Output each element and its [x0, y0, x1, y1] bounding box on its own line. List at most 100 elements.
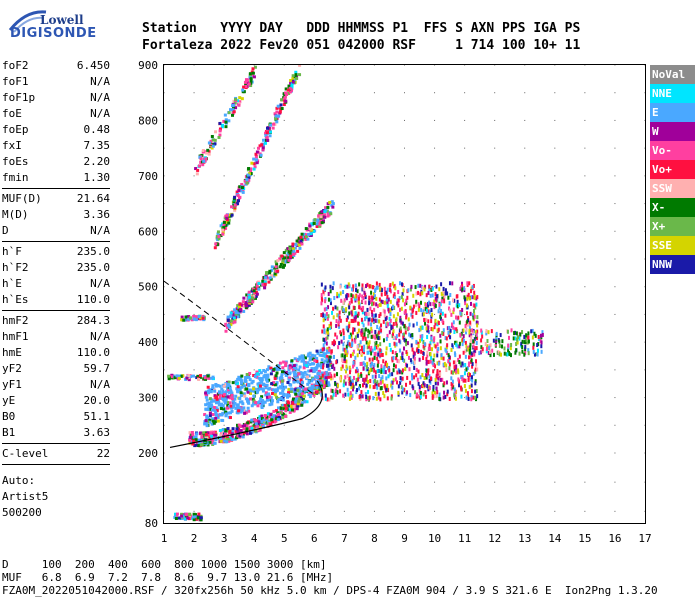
- echo-point: [541, 332, 544, 337]
- echo-point: [327, 383, 331, 387]
- echo-point: [224, 397, 228, 401]
- echo-point: [188, 431, 192, 435]
- grid-dot: [253, 510, 255, 512]
- echo-point: [360, 373, 363, 378]
- echo-point: [224, 125, 228, 129]
- echo-point: [315, 224, 319, 228]
- echo-point: [204, 422, 208, 426]
- echo-point: [341, 364, 344, 369]
- echo-point: [224, 382, 228, 386]
- echo-point: [468, 333, 471, 338]
- echo-point: [204, 157, 208, 161]
- echo-point: [420, 308, 423, 313]
- echo-point: [376, 324, 379, 329]
- param-value: 22: [96, 447, 110, 460]
- echo-point: [236, 315, 240, 319]
- echo-point: [388, 316, 391, 321]
- grid-dot: [193, 313, 195, 315]
- echo-point: [501, 339, 504, 344]
- echo-point: [370, 326, 373, 331]
- grid-dot: [313, 510, 315, 512]
- echo-point: [427, 290, 430, 295]
- echo-point: [309, 232, 313, 236]
- echo-point: [322, 376, 326, 380]
- echo-point: [276, 269, 280, 273]
- echo-point: [312, 221, 316, 225]
- echo-point: [313, 386, 317, 390]
- grid-dot: [373, 65, 375, 66]
- echo-point: [417, 369, 420, 374]
- echo-point: [373, 294, 376, 299]
- echo-point: [210, 422, 214, 426]
- grid-dot: [584, 258, 586, 260]
- echo-point: [230, 213, 234, 217]
- grid-dot: [193, 369, 195, 371]
- grid-dot: [554, 119, 556, 121]
- echo-point: [369, 306, 372, 311]
- echo-point: [438, 302, 441, 307]
- grid-dot: [313, 65, 315, 66]
- grid-dot: [373, 258, 375, 260]
- echo-point: [269, 412, 273, 416]
- x-tick-label: 10: [428, 532, 441, 545]
- echo-point: [277, 364, 281, 368]
- grid-dot: [614, 313, 616, 315]
- echo-point: [266, 422, 270, 426]
- echo-point: [188, 316, 192, 320]
- echo-point: [470, 375, 473, 380]
- y-tick-label: 900: [138, 59, 158, 72]
- echo-point: [472, 395, 475, 400]
- echo-point: [320, 384, 324, 388]
- legend-item-x-minus: X-: [650, 198, 695, 217]
- echo-point: [193, 435, 197, 439]
- station-header: Station YYYY DAY DDD HHMMSS P1 FFS S AXN…: [142, 20, 580, 54]
- echo-point: [245, 427, 249, 431]
- echo-point: [445, 380, 448, 385]
- echo-point: [445, 349, 448, 354]
- echo-point: [231, 427, 235, 431]
- echo-point: [369, 367, 372, 372]
- echo-point: [249, 79, 253, 83]
- echo-point: [455, 303, 458, 308]
- grid-dot: [434, 175, 436, 177]
- echo-point: [409, 380, 412, 385]
- echo-point: [367, 328, 370, 333]
- echo-point: [295, 239, 299, 243]
- echo-point: [399, 281, 402, 286]
- echo-point: [208, 397, 212, 401]
- echo-point: [457, 377, 460, 382]
- echo-point: [537, 335, 540, 340]
- grid-dot: [464, 230, 466, 232]
- echo-point: [251, 300, 255, 304]
- echo-point: [315, 349, 319, 353]
- echo-point: [412, 308, 415, 313]
- echo-point: [194, 513, 198, 517]
- echo-point: [377, 382, 380, 387]
- echo-point: [401, 368, 404, 373]
- param-name: fxI: [2, 139, 22, 152]
- auto-label: Auto:: [2, 474, 36, 487]
- echo-point: [236, 199, 240, 203]
- grid-dot: [494, 510, 496, 512]
- grid-dot: [223, 147, 225, 149]
- echo-point: [295, 243, 299, 247]
- echo-point: [391, 356, 394, 361]
- echo-point: [470, 395, 473, 400]
- echo-point: [241, 435, 245, 439]
- echo-point: [289, 254, 293, 258]
- echo-point: [253, 165, 257, 169]
- echo-point: [409, 393, 412, 398]
- echo-point: [317, 375, 321, 379]
- echo-point: [298, 398, 302, 402]
- grid-dot: [464, 258, 466, 260]
- echo-point: [215, 397, 219, 401]
- echo-point: [473, 303, 476, 308]
- echo-point: [435, 284, 438, 289]
- echo-point: [443, 299, 446, 304]
- echo-point: [488, 349, 491, 354]
- echo-point: [281, 398, 285, 402]
- echo-point: [362, 347, 365, 352]
- echo-point: [261, 144, 265, 148]
- echo-point: [226, 411, 230, 415]
- echo-point: [250, 161, 254, 165]
